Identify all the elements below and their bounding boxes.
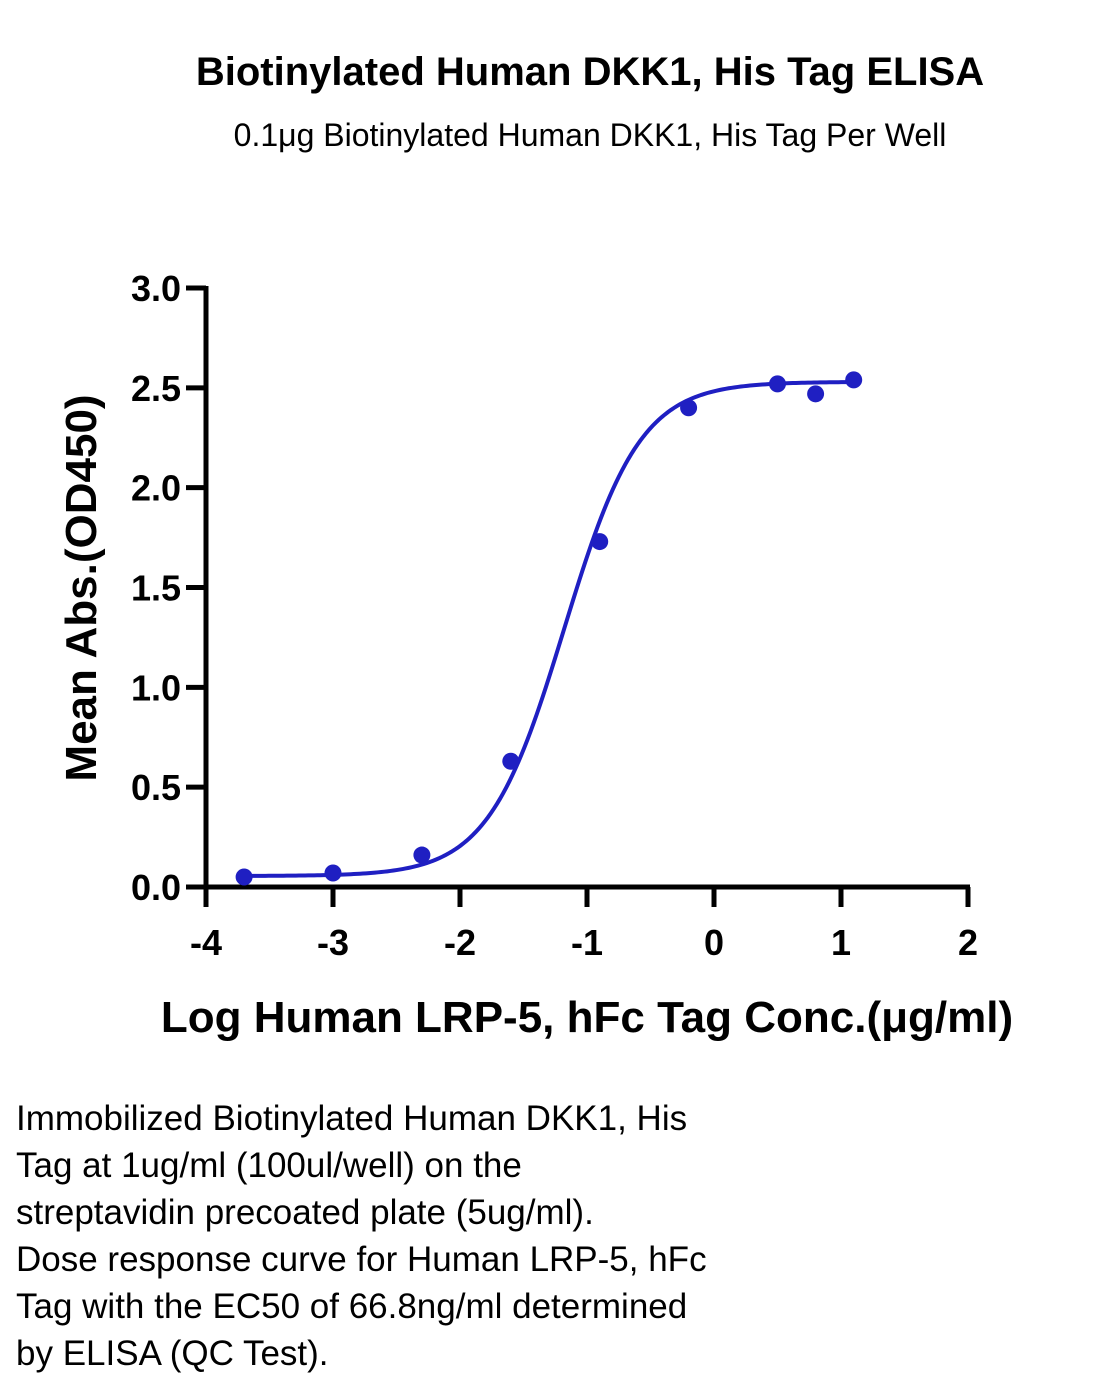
data-point (502, 752, 520, 770)
data-point (235, 868, 253, 886)
fit-curve (244, 380, 854, 878)
x-tick-label: -2 (444, 922, 476, 963)
caption-line: Tag at 1ug/ml (100ul/well) on the (16, 1146, 522, 1185)
data-point (845, 371, 863, 389)
data-point (769, 375, 786, 393)
x-tick-label: -4 (190, 922, 222, 963)
data-point (324, 864, 342, 882)
data-point (413, 846, 431, 864)
caption-line: streptavidin precoated plate (5ug/ml). (16, 1193, 594, 1232)
chart-subtitle: 0.1μg Biotinylated Human DKK1, His Tag P… (233, 117, 947, 153)
x-tick-label: 0 (704, 922, 724, 963)
data-points (235, 371, 863, 886)
caption-line: by ELISA (QC Test). (16, 1334, 329, 1373)
y-tick-label: 2.0 (131, 468, 181, 509)
caption: Immobilized Biotinylated Human DKK1, His… (16, 1095, 896, 1377)
y-tick-label: 0.5 (131, 767, 181, 808)
axis-ticks: 0.0 0.5 1.0 1.5 2.0 2.5 3.0 -4 -3 -2 -1 0 1 2 (131, 268, 978, 963)
y-tick-label: 3.0 (131, 268, 181, 309)
y-tick-label: 2.5 (131, 368, 181, 409)
data-point (807, 385, 825, 403)
y-tick-label: 1.0 (131, 667, 181, 708)
caption-line: Dose response curve for Human LRP-5, hFc (16, 1240, 707, 1279)
y-tick-label: 0.0 (131, 867, 181, 908)
x-axis-label: Log Human LRP-5, hFc Tag Conc.(μg/ml) (161, 993, 1013, 1042)
y-axis-label: Mean Abs.(OD450) (57, 394, 106, 781)
x-tick-label: -3 (317, 922, 349, 963)
chart-title: Biotinylated Human DKK1, His Tag ELISA (195, 50, 985, 94)
x-tick-label: 2 (958, 922, 978, 963)
data-point (680, 399, 698, 417)
x-tick-label: 1 (831, 922, 851, 963)
caption-line: Tag with the EC50 of 66.8ng/ml determine… (16, 1287, 688, 1326)
y-tick-label: 1.5 (131, 568, 181, 609)
elisa-chart: 0.0 0.5 1.0 1.5 2.0 2.5 3.0 -4 -3 -2 -1 0 1 2 Log Hum… (57, 268, 1013, 1042)
x-tick-label: -1 (571, 922, 603, 963)
caption-line: Immobilized Biotinylated Human DKK1, His (16, 1099, 688, 1138)
data-point (591, 533, 609, 551)
